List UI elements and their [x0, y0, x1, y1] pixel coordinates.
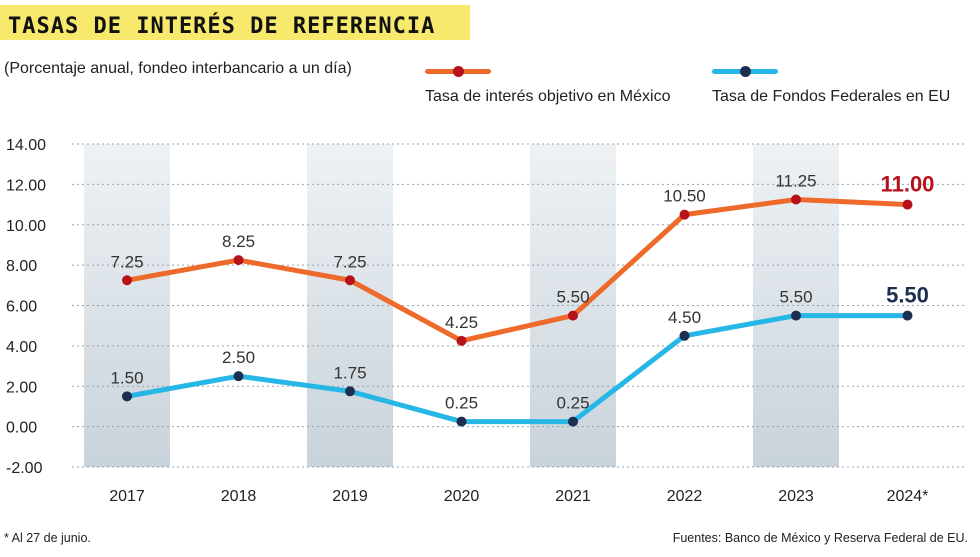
data-point-eu	[791, 310, 801, 321]
x-tick-label: 2021	[555, 488, 591, 505]
x-tick-label: 2023	[778, 488, 814, 505]
data-point-mexico	[233, 255, 244, 266]
legend-label-mexico: Tasa de interés objetivo en México	[425, 88, 671, 105]
data-label-eu: 0.25	[556, 394, 589, 413]
y-tick-label: 12.00	[6, 177, 46, 194]
data-label-mexico: 4.25	[445, 313, 478, 332]
data-label-eu: 5.50	[886, 283, 929, 308]
data-point-mexico	[902, 199, 913, 210]
data-point-eu	[902, 310, 913, 321]
x-tick-label: 2022	[667, 488, 703, 505]
data-point-eu	[345, 386, 355, 397]
data-label-eu: 2.50	[222, 348, 255, 367]
data-label-eu: 5.50	[779, 288, 812, 307]
data-label-eu: 0.25	[445, 394, 478, 413]
data-point-mexico	[568, 310, 578, 321]
x-tick-label: 2018	[221, 488, 257, 505]
x-tick-label: 2024*	[887, 488, 929, 505]
data-label-mexico: 8.25	[222, 232, 255, 251]
data-label-mexico: 11.25	[775, 172, 816, 191]
data-label-mexico: 7.25	[333, 252, 366, 271]
y-tick-label: 0.00	[6, 420, 37, 437]
data-point-eu	[679, 330, 690, 341]
y-tick-label: 8.00	[6, 258, 37, 275]
y-tick-label: 6.00	[6, 299, 37, 316]
data-label-mexico: 11.00	[881, 172, 935, 197]
x-tick-label: 2017	[109, 488, 145, 505]
data-label-mexico: 5.50	[556, 288, 589, 307]
data-label-eu: 4.50	[668, 308, 701, 327]
chart-subtitle: (Porcentaje anual, fondeo interbancario …	[4, 60, 352, 77]
series-line-eu	[124, 313, 910, 425]
y-tick-label: 4.00	[6, 339, 37, 356]
data-point-mexico	[456, 335, 467, 346]
legend-marker-mexico	[453, 66, 464, 77]
data-label-mexico: 10.50	[663, 187, 706, 206]
legend-marker-eu	[740, 66, 751, 77]
data-point-eu	[122, 391, 132, 402]
data-point-mexico	[345, 275, 355, 286]
data-point-mexico	[791, 194, 801, 205]
y-tick-label: 2.00	[6, 379, 37, 396]
legend-label-eu: Tasa de Fondos Federales en EU	[712, 88, 951, 105]
y-tick-label: 14.00	[6, 137, 46, 154]
y-tick-label: 10.00	[6, 218, 46, 235]
footnote: * Al 27 de junio.	[4, 531, 91, 545]
data-label-eu: 1.75	[333, 363, 366, 382]
x-tick-label: 2020	[444, 488, 480, 505]
data-point-mexico	[679, 209, 690, 220]
data-label-mexico: 7.25	[110, 252, 143, 271]
source-note: Fuentes: Banco de México y Reserva Feder…	[672, 531, 968, 545]
y-tick-label: -2.00	[6, 460, 43, 477]
data-label-eu: 1.50	[110, 368, 143, 387]
data-point-eu	[456, 416, 467, 427]
data-point-eu	[233, 371, 244, 382]
data-point-eu	[568, 416, 578, 427]
title-banner: TASAS DE INTERÉS DE REFERENCIA	[0, 5, 470, 40]
series-line-mexico	[124, 197, 910, 344]
chart-title: TASAS DE INTERÉS DE REFERENCIA	[8, 14, 436, 39]
x-tick-label: 2019	[332, 488, 368, 505]
data-point-mexico	[122, 275, 132, 286]
band-2019	[307, 144, 393, 467]
